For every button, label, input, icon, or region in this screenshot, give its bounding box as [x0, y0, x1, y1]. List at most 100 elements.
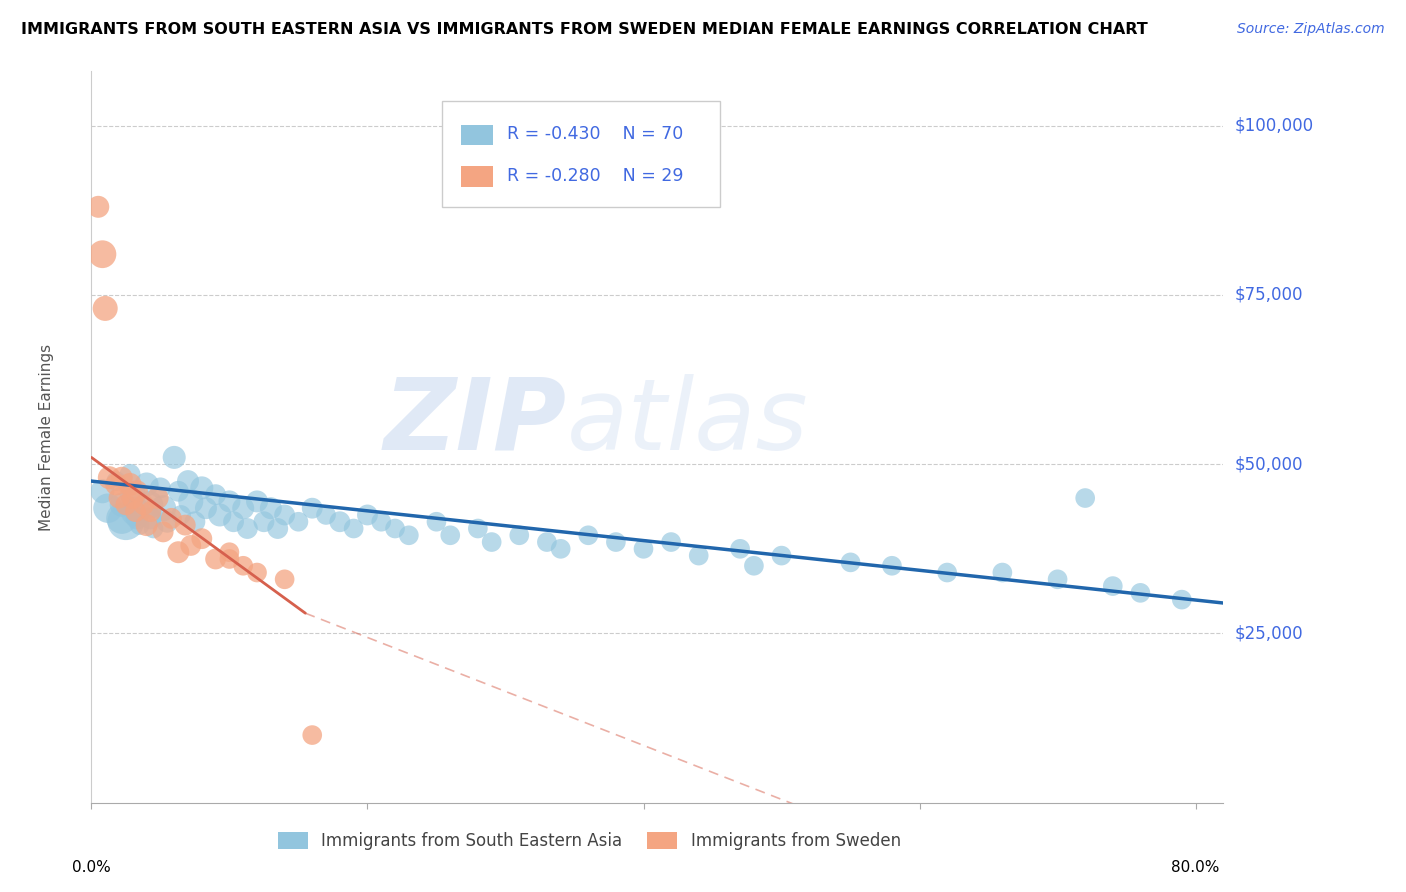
Point — [167, 484, 190, 499]
Point — [105, 477, 128, 491]
Point — [1129, 586, 1152, 600]
Point — [1074, 491, 1097, 505]
Point — [125, 484, 148, 499]
Point — [273, 572, 295, 586]
Point — [659, 535, 682, 549]
Point — [191, 532, 214, 546]
Point — [167, 545, 190, 559]
Point — [121, 491, 143, 505]
Point — [232, 501, 254, 516]
FancyBboxPatch shape — [461, 167, 494, 187]
Point — [118, 477, 141, 491]
Point — [98, 471, 121, 485]
Text: $25,000: $25,000 — [1234, 624, 1303, 642]
Point — [991, 566, 1014, 580]
Point — [105, 474, 128, 488]
Point — [218, 552, 240, 566]
Text: $75,000: $75,000 — [1234, 285, 1303, 304]
Point — [163, 450, 186, 465]
Point — [688, 549, 710, 563]
Point — [742, 558, 765, 573]
Point — [370, 515, 392, 529]
Point — [115, 515, 138, 529]
Point — [936, 566, 959, 580]
Point — [481, 535, 503, 549]
Point — [260, 501, 283, 516]
Point — [125, 511, 148, 525]
Point — [232, 558, 254, 573]
Text: IMMIGRANTS FROM SOUTH EASTERN ASIA VS IMMIGRANTS FROM SWEDEN MEDIAN FEMALE EARNI: IMMIGRANTS FROM SOUTH EASTERN ASIA VS IM… — [21, 22, 1147, 37]
FancyBboxPatch shape — [461, 125, 494, 145]
Point — [315, 508, 337, 522]
Point — [218, 494, 240, 508]
Point — [135, 518, 157, 533]
Point — [174, 518, 197, 533]
Point — [111, 511, 134, 525]
Point — [605, 535, 627, 549]
Point — [204, 552, 226, 566]
Point — [439, 528, 461, 542]
Point — [301, 728, 323, 742]
Text: ZIP: ZIP — [384, 374, 567, 471]
Point — [301, 501, 323, 516]
Text: $50,000: $50,000 — [1234, 455, 1303, 473]
Point — [218, 545, 240, 559]
Point — [236, 521, 259, 535]
Text: 80.0%: 80.0% — [1171, 861, 1220, 875]
Point — [128, 518, 150, 533]
Point — [839, 555, 862, 569]
Point — [152, 524, 174, 539]
Point — [246, 566, 269, 580]
Point — [97, 501, 120, 516]
Point — [121, 488, 143, 502]
Point — [273, 508, 295, 522]
Point — [108, 491, 131, 505]
Point — [111, 498, 134, 512]
Point — [124, 505, 146, 519]
Point — [550, 541, 572, 556]
Point — [508, 528, 530, 542]
Text: R = -0.430    N = 70: R = -0.430 N = 70 — [506, 125, 683, 144]
Point — [880, 558, 903, 573]
Point — [135, 477, 157, 491]
Text: Median Female Earnings: Median Female Earnings — [38, 343, 53, 531]
Point — [222, 515, 245, 529]
Legend: Immigrants from South Eastern Asia, Immigrants from Sweden: Immigrants from South Eastern Asia, Immi… — [271, 825, 907, 856]
Point — [770, 549, 793, 563]
Point — [329, 515, 352, 529]
Text: atlas: atlas — [567, 374, 808, 471]
Point — [253, 515, 276, 529]
Point — [139, 505, 162, 519]
Point — [180, 494, 202, 508]
Point — [467, 521, 489, 535]
Text: Source: ZipAtlas.com: Source: ZipAtlas.com — [1237, 22, 1385, 37]
Text: 0.0%: 0.0% — [72, 861, 111, 875]
Point — [94, 301, 117, 316]
Point — [111, 471, 134, 485]
Point — [208, 508, 231, 522]
Point — [132, 498, 155, 512]
FancyBboxPatch shape — [443, 101, 720, 207]
Point — [160, 511, 183, 525]
Point — [87, 200, 110, 214]
Point — [194, 501, 217, 516]
Point — [91, 247, 114, 261]
Point — [149, 481, 172, 495]
Text: $100,000: $100,000 — [1234, 117, 1313, 135]
Point — [1101, 579, 1123, 593]
Point — [115, 498, 138, 512]
Point — [536, 535, 558, 549]
Text: R = -0.280    N = 29: R = -0.280 N = 29 — [506, 167, 683, 185]
Point — [91, 484, 114, 499]
Point — [177, 474, 200, 488]
Point — [425, 515, 447, 529]
Point — [184, 515, 207, 529]
Point — [152, 501, 174, 516]
Point — [287, 515, 309, 529]
Point — [728, 541, 751, 556]
Point — [170, 508, 193, 522]
Point — [118, 467, 141, 482]
Point — [576, 528, 599, 542]
Point — [204, 488, 226, 502]
Point — [146, 491, 169, 505]
